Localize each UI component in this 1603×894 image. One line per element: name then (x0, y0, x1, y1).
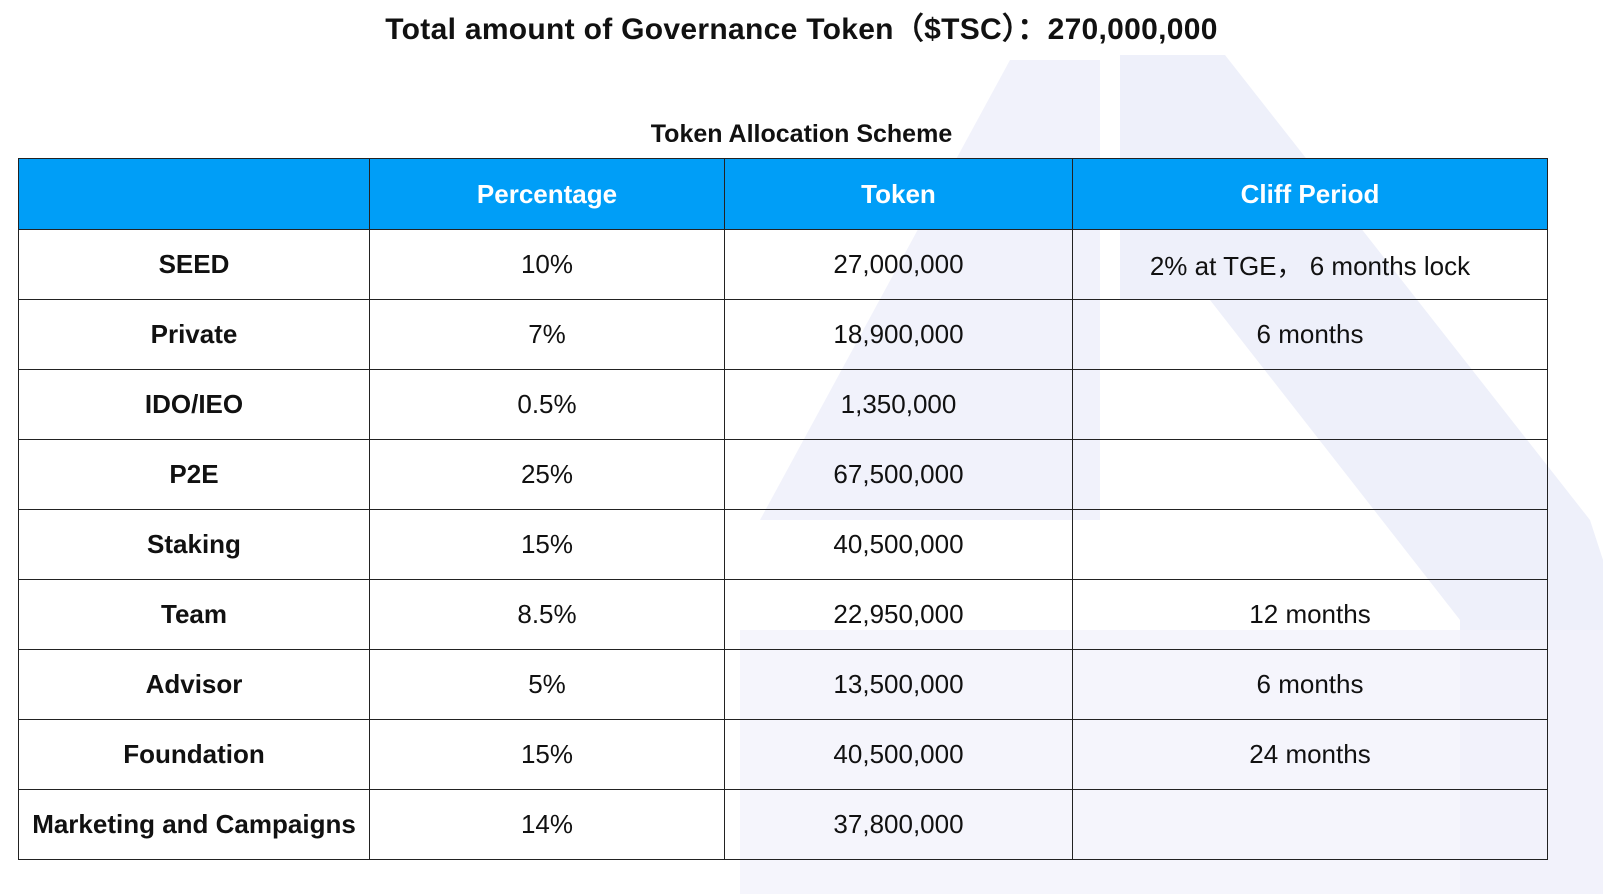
table-row: Foundation 15% 40,500,000 24 months (18, 719, 1548, 790)
row-cliff (1072, 439, 1548, 510)
row-percentage: 14% (369, 789, 725, 860)
row-name: IDO/IEO (18, 369, 370, 440)
row-cliff: 6 months (1072, 299, 1548, 370)
column-header-name (18, 158, 370, 230)
table-row: Staking 15% 40,500,000 (18, 509, 1548, 580)
row-percentage: 10% (369, 229, 725, 300)
table-header-row: Percentage Token Cliff Period (18, 158, 1548, 230)
row-token: 27,000,000 (724, 229, 1073, 300)
table-caption: Token Allocation Scheme (650, 120, 953, 148)
row-token: 40,500,000 (724, 509, 1073, 580)
row-token: 37,800,000 (724, 789, 1073, 860)
row-token: 22,950,000 (724, 579, 1073, 650)
row-percentage: 7% (369, 299, 725, 370)
row-name: Private (18, 299, 370, 370)
token-allocation-table: Percentage Token Cliff Period SEED 10% 2… (18, 158, 1548, 860)
row-cliff (1072, 369, 1548, 440)
row-percentage: 25% (369, 439, 725, 510)
row-percentage: 0.5% (369, 369, 725, 440)
row-name: Staking (18, 509, 370, 580)
row-name: SEED (18, 229, 370, 300)
table-row: IDO/IEO 0.5% 1,350,000 (18, 369, 1548, 440)
row-name: Foundation (18, 719, 370, 790)
row-cliff: 6 months (1072, 649, 1548, 720)
row-percentage: 15% (369, 509, 725, 580)
row-percentage: 5% (369, 649, 725, 720)
row-cliff: 24 months (1072, 719, 1548, 790)
row-token: 67,500,000 (724, 439, 1073, 510)
table-row: Marketing and Campaigns 14% 37,800,000 (18, 789, 1548, 860)
row-token: 40,500,000 (724, 719, 1073, 790)
table-row: Team 8.5% 22,950,000 12 months (18, 579, 1548, 650)
row-cliff (1072, 789, 1548, 860)
table-row: SEED 10% 27,000,000 2% at TGE， 6 months … (18, 229, 1548, 300)
table-row: P2E 25% 67,500,000 (18, 439, 1548, 510)
table-row: Advisor 5% 13,500,000 6 months (18, 649, 1548, 720)
row-name: Team (18, 579, 370, 650)
row-percentage: 8.5% (369, 579, 725, 650)
row-token: 18,900,000 (724, 299, 1073, 370)
page-title: Total amount of Governance Token（$TSC）：2… (385, 13, 1218, 46)
column-header-percentage: Percentage (369, 158, 725, 230)
column-header-cliff-period: Cliff Period (1072, 158, 1548, 230)
row-cliff (1072, 509, 1548, 580)
row-percentage: 15% (369, 719, 725, 790)
row-name: Advisor (18, 649, 370, 720)
row-token: 1,350,000 (724, 369, 1073, 440)
row-cliff: 12 months (1072, 579, 1548, 650)
row-name: P2E (18, 439, 370, 510)
row-token: 13,500,000 (724, 649, 1073, 720)
row-name: Marketing and Campaigns (18, 789, 370, 860)
row-cliff: 2% at TGE， 6 months lock (1072, 229, 1548, 300)
column-header-token: Token (724, 158, 1073, 230)
table-row: Private 7% 18,900,000 6 months (18, 299, 1548, 370)
